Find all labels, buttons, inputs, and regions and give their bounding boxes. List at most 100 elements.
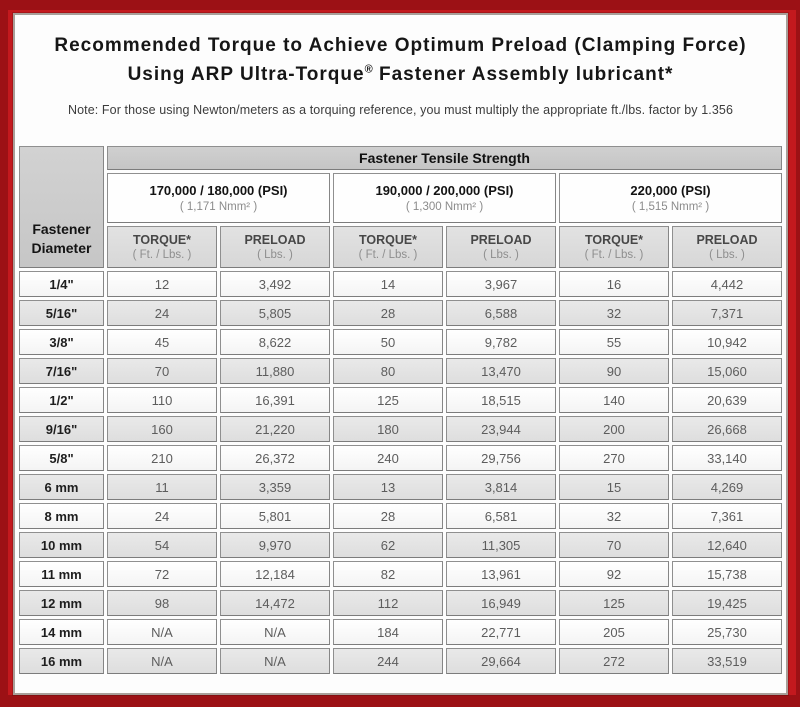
diameter-cell: 5/16" <box>19 300 104 326</box>
table-row: 1/4" 12 3,492 14 3,967 16 4,442 <box>19 271 782 297</box>
value-cell: 80 <box>333 358 443 384</box>
psi-group-1: 170,000 / 180,000 (PSI) ( 1,171 Nmm² ) <box>107 173 330 223</box>
table-row: 9/16" 160 21,220 180 23,944 200 26,668 <box>19 416 782 442</box>
value-cell: 8,622 <box>220 329 330 355</box>
preload-unit-label: ( Lbs. ) <box>257 249 293 261</box>
value-cell: 29,664 <box>446 648 556 674</box>
value-cell: 28 <box>333 503 443 529</box>
value-cell: 26,668 <box>672 416 782 442</box>
value-cell: 15 <box>559 474 669 500</box>
tensile-strength-header: Fastener Tensile Strength <box>107 146 782 170</box>
psi-group-3: 220,000 (PSI) ( 1,515 Nmm² ) <box>559 173 782 223</box>
preload-column-header: PRELOAD ( Lbs. ) <box>672 226 782 268</box>
value-cell: 21,220 <box>220 416 330 442</box>
table-body: 1/4" 12 3,492 14 3,967 16 4,442 5/16" 24 5,805 28 6… <box>19 271 782 674</box>
value-cell: 18,515 <box>446 387 556 413</box>
value-cell: 11 <box>107 474 217 500</box>
value-cell: 5,805 <box>220 300 330 326</box>
value-cell: 180 <box>333 416 443 442</box>
value-cell: 26,372 <box>220 445 330 471</box>
torque-unit-label: ( Ft. / Lbs. ) <box>358 249 418 261</box>
value-cell: 32 <box>559 503 669 529</box>
value-cell: 12,640 <box>672 532 782 558</box>
diameter-cell: 10 mm <box>19 532 104 558</box>
diameter-cell: 9/16" <box>19 416 104 442</box>
value-cell: 125 <box>559 590 669 616</box>
value-cell: 11,305 <box>446 532 556 558</box>
value-cell: 4,442 <box>672 271 782 297</box>
value-cell: 140 <box>559 387 669 413</box>
value-cell: 110 <box>107 387 217 413</box>
value-cell: 82 <box>333 561 443 587</box>
table-row: 16 mm N/A N/A 244 29,664 272 33,519 <box>19 648 782 674</box>
value-cell: 12 <box>107 271 217 297</box>
value-cell: 16,391 <box>220 387 330 413</box>
value-cell: 16,949 <box>446 590 556 616</box>
table-row: 1/2" 110 16,391 125 18,515 140 20,639 <box>19 387 782 413</box>
column-header-row: TORQUE* ( Ft. / Lbs. ) PRELOAD ( Lbs. ) … <box>19 226 782 268</box>
diameter-cell: 3/8" <box>19 329 104 355</box>
value-cell: 13,961 <box>446 561 556 587</box>
value-cell: 45 <box>107 329 217 355</box>
title-line2-post: Fastener Assembly lubricant* <box>372 64 674 86</box>
torque-unit-label: ( Ft. / Lbs. ) <box>132 249 192 261</box>
value-cell: 4,269 <box>672 474 782 500</box>
value-cell: 244 <box>333 648 443 674</box>
table-row: 12 mm 98 14,472 112 16,949 125 19,425 <box>19 590 782 616</box>
value-cell: 7,371 <box>672 300 782 326</box>
value-cell: 32 <box>559 300 669 326</box>
value-cell: 25,730 <box>672 619 782 645</box>
value-cell: 112 <box>333 590 443 616</box>
table-row: 7/16" 70 11,880 80 13,470 90 15,060 <box>19 358 782 384</box>
nmm-label: ( 1,171 Nmm² ) <box>179 201 258 213</box>
value-cell: 11,880 <box>220 358 330 384</box>
value-cell: 70 <box>559 532 669 558</box>
value-cell: 28 <box>333 300 443 326</box>
diameter-cell: 6 mm <box>19 474 104 500</box>
value-cell: N/A <box>220 619 330 645</box>
value-cell: 15,060 <box>672 358 782 384</box>
value-cell: 24 <box>107 300 217 326</box>
table-row: 5/8" 210 26,372 240 29,756 270 33,140 <box>19 445 782 471</box>
preload-column-header: PRELOAD ( Lbs. ) <box>446 226 556 268</box>
title-line2-pre: Using ARP Ultra-Torque <box>127 64 365 86</box>
nmm-label: ( 1,300 Nmm² ) <box>405 201 484 213</box>
value-cell: 33,140 <box>672 445 782 471</box>
diameter-cell: 8 mm <box>19 503 104 529</box>
value-cell: 33,519 <box>672 648 782 674</box>
value-cell: 50 <box>333 329 443 355</box>
value-cell: 72 <box>107 561 217 587</box>
psi-label: 220,000 (PSI) <box>630 183 711 198</box>
diameter-cell: 1/4" <box>19 271 104 297</box>
preload-column-header: PRELOAD ( Lbs. ) <box>220 226 330 268</box>
diameter-cell: 1/2" <box>19 387 104 413</box>
value-cell: 20,639 <box>672 387 782 413</box>
value-cell: 14,472 <box>220 590 330 616</box>
preload-unit-label: ( Lbs. ) <box>483 249 519 261</box>
preload-unit-label: ( Lbs. ) <box>709 249 745 261</box>
diameter-cell: 5/8" <box>19 445 104 471</box>
table-row: 3/8" 45 8,622 50 9,782 55 10,942 <box>19 329 782 355</box>
value-cell: 12,184 <box>220 561 330 587</box>
psi-group-2: 190,000 / 200,000 (PSI) ( 1,300 Nmm² ) <box>333 173 556 223</box>
value-cell: 9,970 <box>220 532 330 558</box>
table-row: 8 mm 24 5,801 28 6,581 32 7,361 <box>19 503 782 529</box>
value-cell: 184 <box>333 619 443 645</box>
value-cell: 7,361 <box>672 503 782 529</box>
title-block: Recommended Torque to Achieve Optimum Pr… <box>15 15 786 143</box>
value-cell: 14 <box>333 271 443 297</box>
value-cell: 3,814 <box>446 474 556 500</box>
main-header-row: Fastener Diameter Fastener Tensile Stren… <box>19 146 782 268</box>
diameter-cell: 14 mm <box>19 619 104 645</box>
value-cell: 19,425 <box>672 590 782 616</box>
psi-header-row: 170,000 / 180,000 (PSI) ( 1,171 Nmm² ) 1… <box>19 173 782 223</box>
corner-header-cell: Fastener Diameter <box>19 146 104 268</box>
value-cell: 6,588 <box>446 300 556 326</box>
torque-column-header: TORQUE* ( Ft. / Lbs. ) <box>107 226 217 268</box>
value-cell: 62 <box>333 532 443 558</box>
value-cell: 54 <box>107 532 217 558</box>
value-cell: 92 <box>559 561 669 587</box>
value-cell: 205 <box>559 619 669 645</box>
value-cell: 3,359 <box>220 474 330 500</box>
value-cell: 16 <box>559 271 669 297</box>
